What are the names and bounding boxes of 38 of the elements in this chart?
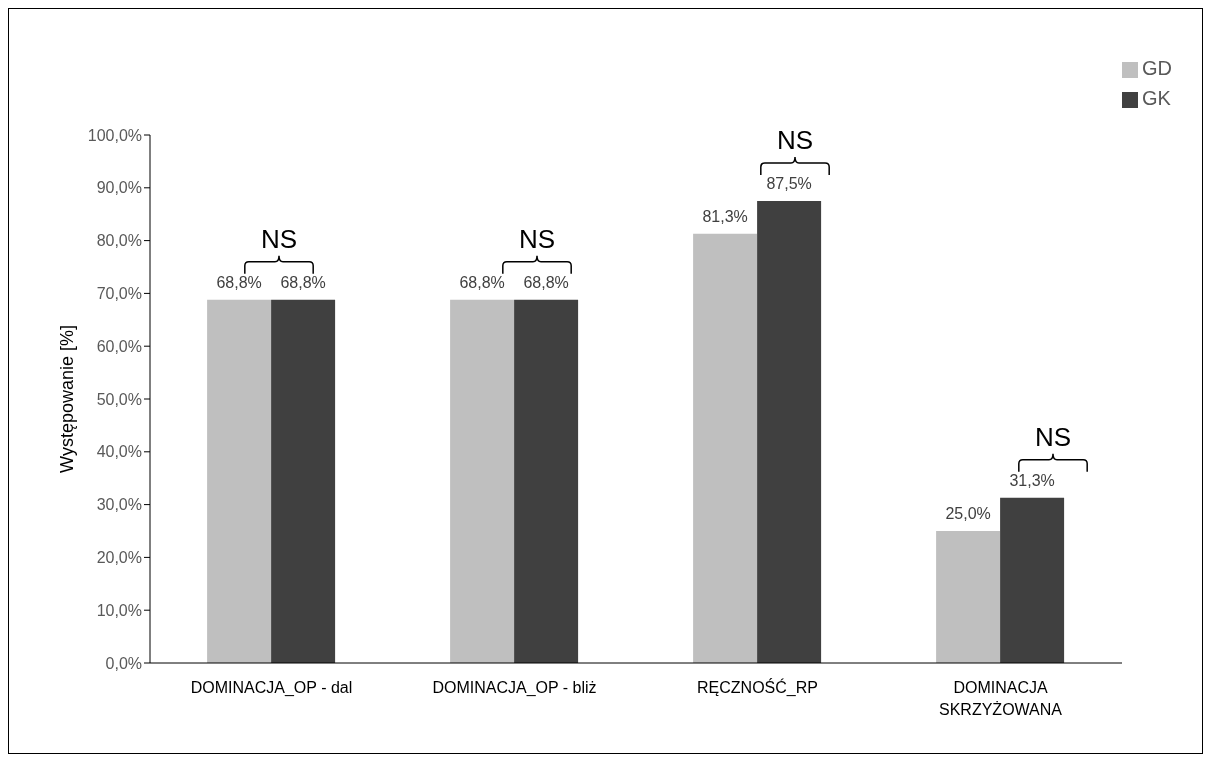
y-tick-label: 40,0% [96, 443, 142, 461]
y-tick-label: 50,0% [96, 390, 142, 408]
legend-label: GD [1142, 57, 1172, 79]
x-tick-label: DOMINACJA SKRZYŻOWANA [939, 679, 1063, 718]
x-tick-label: DOMINACJA_OP - bliż [432, 679, 597, 697]
data-label: 68,8% [459, 273, 505, 291]
bar [207, 299, 272, 663]
y-axis-title: Występowanie [%] [57, 325, 78, 473]
y-tick-label: 10,0% [96, 601, 142, 619]
annotation: NS [1034, 421, 1072, 452]
bar [1000, 497, 1065, 663]
y-tick-label: 30,0% [96, 496, 142, 514]
bar [757, 201, 822, 663]
data-label: 81,3% [702, 207, 748, 225]
data-label: 31,3% [1009, 471, 1055, 489]
annotation: NS [518, 223, 556, 254]
y-tick-label: 20,0% [96, 549, 142, 567]
y-tick-label: 0,0% [105, 654, 142, 672]
bar [693, 233, 758, 663]
data-label: 68,8% [280, 273, 326, 291]
bar [514, 299, 579, 663]
data-label: 25,0% [945, 505, 991, 522]
y-tick-label: 60,0% [96, 337, 142, 355]
x-tick-label: RĘCZNOŚĆ_RP [697, 678, 818, 697]
bar [450, 299, 515, 663]
y-tick-label: 80,0% [96, 232, 142, 250]
bar [271, 299, 336, 663]
data-label: 68,8% [523, 273, 569, 291]
data-label: 68,8% [216, 273, 262, 291]
x-tick-label: DOMINACJA_OP - dal [190, 679, 353, 697]
y-tick-label: 100,0% [87, 126, 142, 144]
annotation: NS [260, 223, 298, 254]
annotation: NS [776, 125, 814, 155]
legend-label: GK [1142, 87, 1171, 109]
y-tick-label: 90,0% [96, 179, 142, 197]
bar [936, 531, 1001, 663]
data-label: 87,5% [766, 175, 812, 192]
y-tick-label: 70,0% [96, 285, 142, 303]
